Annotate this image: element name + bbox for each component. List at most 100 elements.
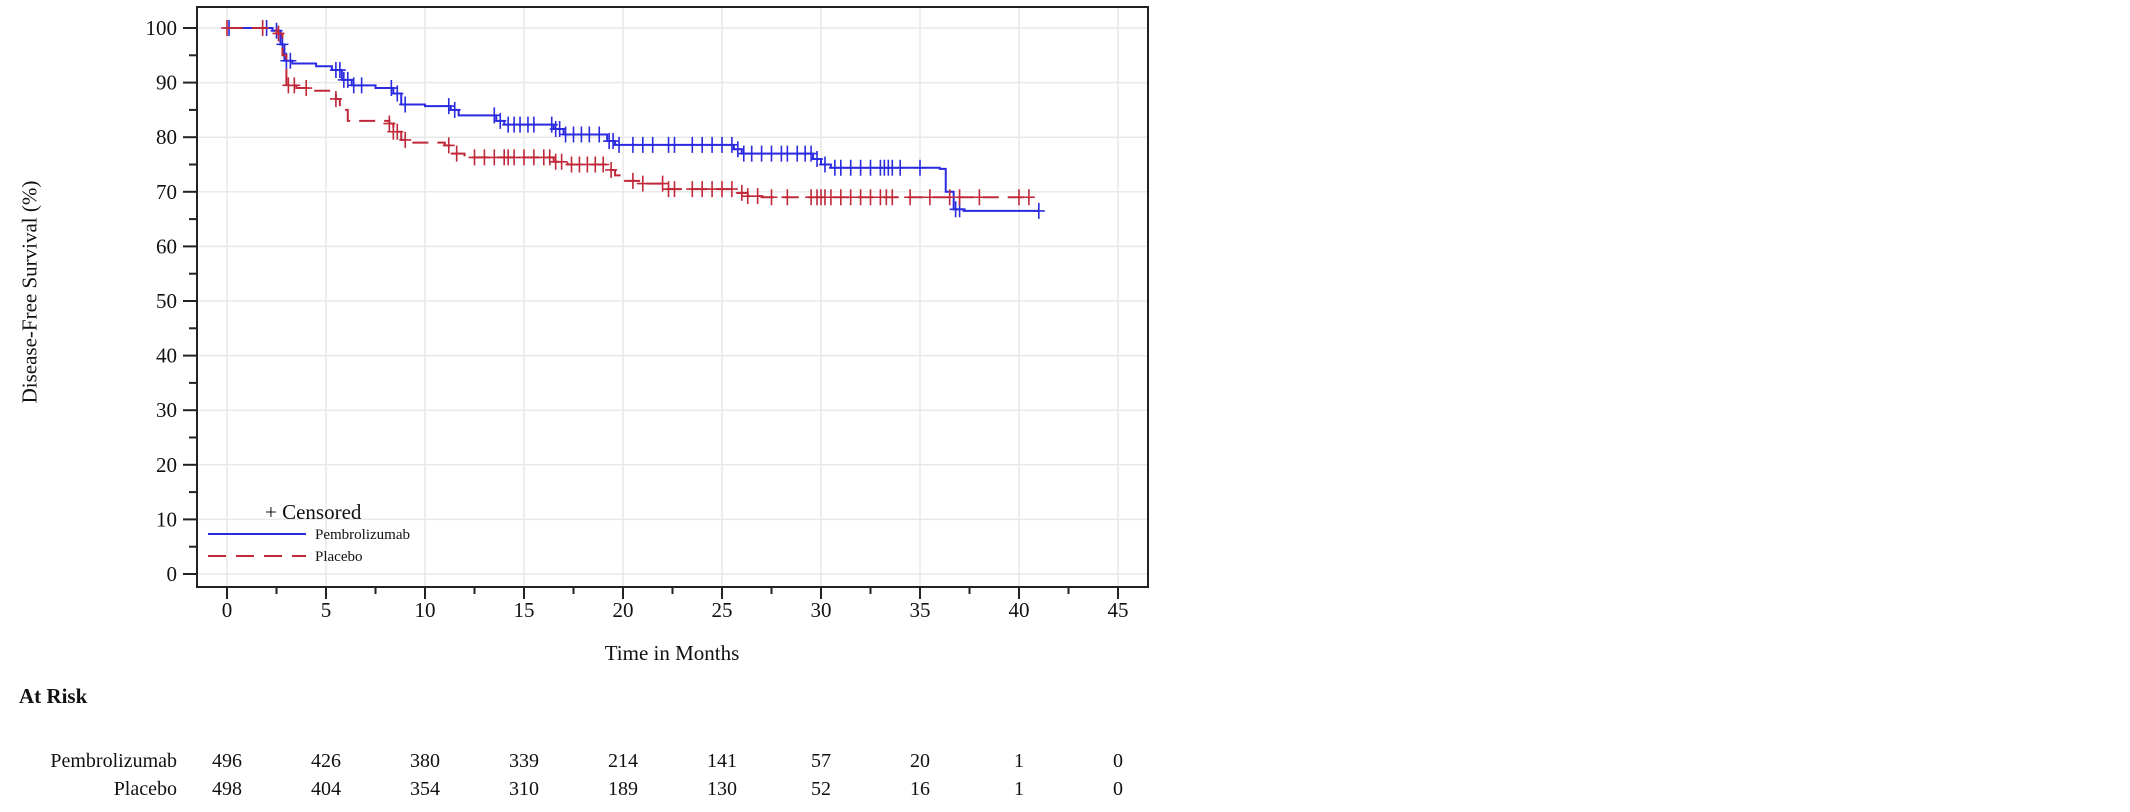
y-tick-label: 0 <box>167 562 178 586</box>
at-risk-value: 20 <box>910 750 930 772</box>
pembrolizumab-censor-mark <box>914 159 926 176</box>
at-risk-value: 339 <box>509 750 539 772</box>
y-tick-label: 40 <box>156 344 177 368</box>
y-tick-label: 100 <box>146 16 178 40</box>
at-risk-value: 498 <box>212 778 242 800</box>
placebo-censor-mark <box>555 153 568 170</box>
placebo-censor-mark <box>329 90 342 107</box>
x-tick-label: 0 <box>222 598 233 622</box>
at-risk-row-label: Pembrolizumab <box>50 750 177 772</box>
at-risk-value: 426 <box>311 750 341 772</box>
pembrolizumab-censor-mark <box>646 136 659 153</box>
x-tick-label: 10 <box>415 598 436 622</box>
pembrolizumab-censor-mark <box>355 77 368 94</box>
at-risk-value: 0 <box>1113 778 1123 800</box>
at-risk-value: 354 <box>410 778 440 800</box>
placebo-censor-mark <box>597 156 610 173</box>
x-tick-label: 40 <box>1009 598 1030 622</box>
placebo-censor-mark <box>391 123 404 140</box>
placebo-censor-mark <box>973 189 986 206</box>
at-risk-value: 57 <box>811 750 831 772</box>
pembrolizumab-censor-mark <box>607 133 620 150</box>
pembrolizumab-censor-mark <box>613 136 626 153</box>
legend-label-placebo: Placebo <box>315 549 362 565</box>
at-risk-value: 52 <box>811 778 831 800</box>
x-tick-label: 20 <box>613 598 634 622</box>
placebo-censor-mark <box>399 131 412 148</box>
at-risk-value: 1 <box>1014 750 1024 772</box>
placebo-censor-mark <box>886 189 899 206</box>
placebo-censor-mark <box>725 181 738 198</box>
y-axis-label: Disease-Free Survival (%) <box>17 180 42 404</box>
pembrolizumab-censor-mark <box>731 141 744 158</box>
y-tick-label: 50 <box>156 289 177 313</box>
pembrolizumab-censor-mark <box>894 159 907 176</box>
at-risk-value: 496 <box>212 750 242 772</box>
y-tick-label: 60 <box>156 234 177 258</box>
pembrolizumab-censor-mark <box>333 62 346 79</box>
placebo-censor-mark <box>904 189 917 206</box>
x-tick-label: 45 <box>1108 598 1129 622</box>
placebo-censor-mark <box>383 115 396 132</box>
y-tick-label: 80 <box>156 125 177 149</box>
at-risk-value: 16 <box>910 778 930 800</box>
x-tick-label: 15 <box>514 598 535 622</box>
placebo-censor-mark <box>1022 189 1035 206</box>
legend-censored-label: + Censored <box>265 500 362 524</box>
pembrolizumab-censor-mark <box>725 136 738 153</box>
x-tick-label: 35 <box>910 598 931 622</box>
pembrolizumab-censor-mark <box>593 126 606 143</box>
at-risk-value: 189 <box>608 778 638 800</box>
placebo-censor-mark <box>442 137 455 154</box>
at-risk-value: 141 <box>707 750 737 772</box>
placebo-censor-mark <box>221 20 233 36</box>
x-tick-label: 25 <box>712 598 733 622</box>
pembrolizumab-censor-mark <box>818 156 831 173</box>
placebo-censor-mark <box>272 25 285 42</box>
at-risk-value: 404 <box>311 778 341 800</box>
at-risk-title: At Risk <box>19 684 88 708</box>
pembrolizumab-censor-mark <box>668 136 681 153</box>
at-risk-value: 310 <box>509 778 539 800</box>
y-tick-label: 30 <box>156 398 177 422</box>
placebo-censor-mark <box>626 172 639 189</box>
pembrolizumab-censor-mark <box>527 116 540 133</box>
pembrolizumab-censor-mark <box>494 112 507 129</box>
placebo-censor-mark <box>450 145 463 162</box>
placebo-censor-mark <box>300 80 313 97</box>
placebo-censor-mark <box>668 181 681 198</box>
at-risk-row-label: Placebo <box>113 778 177 800</box>
pembrolizumab-censor-mark <box>442 98 455 115</box>
placebo-censor-mark <box>923 189 936 206</box>
at-risk-value: 1 <box>1014 778 1024 800</box>
y-tick-label: 20 <box>156 453 177 477</box>
placebo-censor-mark <box>605 161 618 178</box>
placebo-censor-mark <box>781 189 794 206</box>
x-tick-label: 30 <box>811 598 832 622</box>
placebo-censor-mark <box>953 189 966 206</box>
placebo-censor-mark <box>543 149 556 166</box>
x-tick-label: 5 <box>321 598 332 622</box>
pembrolizumab-censor-mark <box>391 85 404 102</box>
x-axis-label: Time in Months <box>604 641 740 665</box>
placebo-censor-mark <box>636 175 649 192</box>
pembrolizumab-censor-mark <box>399 96 412 113</box>
at-risk-value: 380 <box>410 750 440 772</box>
placebo-censor-mark <box>765 189 778 206</box>
y-tick-label: 70 <box>156 180 177 204</box>
placebo-curve <box>227 27 1033 199</box>
placebo-censor-mark <box>256 20 269 36</box>
placebo-censor-mark <box>751 188 764 205</box>
y-tick-label: 90 <box>156 71 177 95</box>
pembrolizumab-censor-mark <box>284 52 297 69</box>
placebo-censor-mark <box>735 184 748 201</box>
pembrolizumab-censor-mark <box>448 101 461 118</box>
pembrolizumab-censor-mark <box>1032 202 1045 219</box>
legend-label-pembrolizumab: Pembrolizumab <box>315 527 410 543</box>
placebo-censor-mark <box>288 77 301 94</box>
at-risk-value: 0 <box>1113 750 1123 772</box>
at-risk-value: 214 <box>608 750 638 772</box>
y-tick-label: 10 <box>156 507 177 531</box>
at-risk-value: 130 <box>707 778 737 800</box>
